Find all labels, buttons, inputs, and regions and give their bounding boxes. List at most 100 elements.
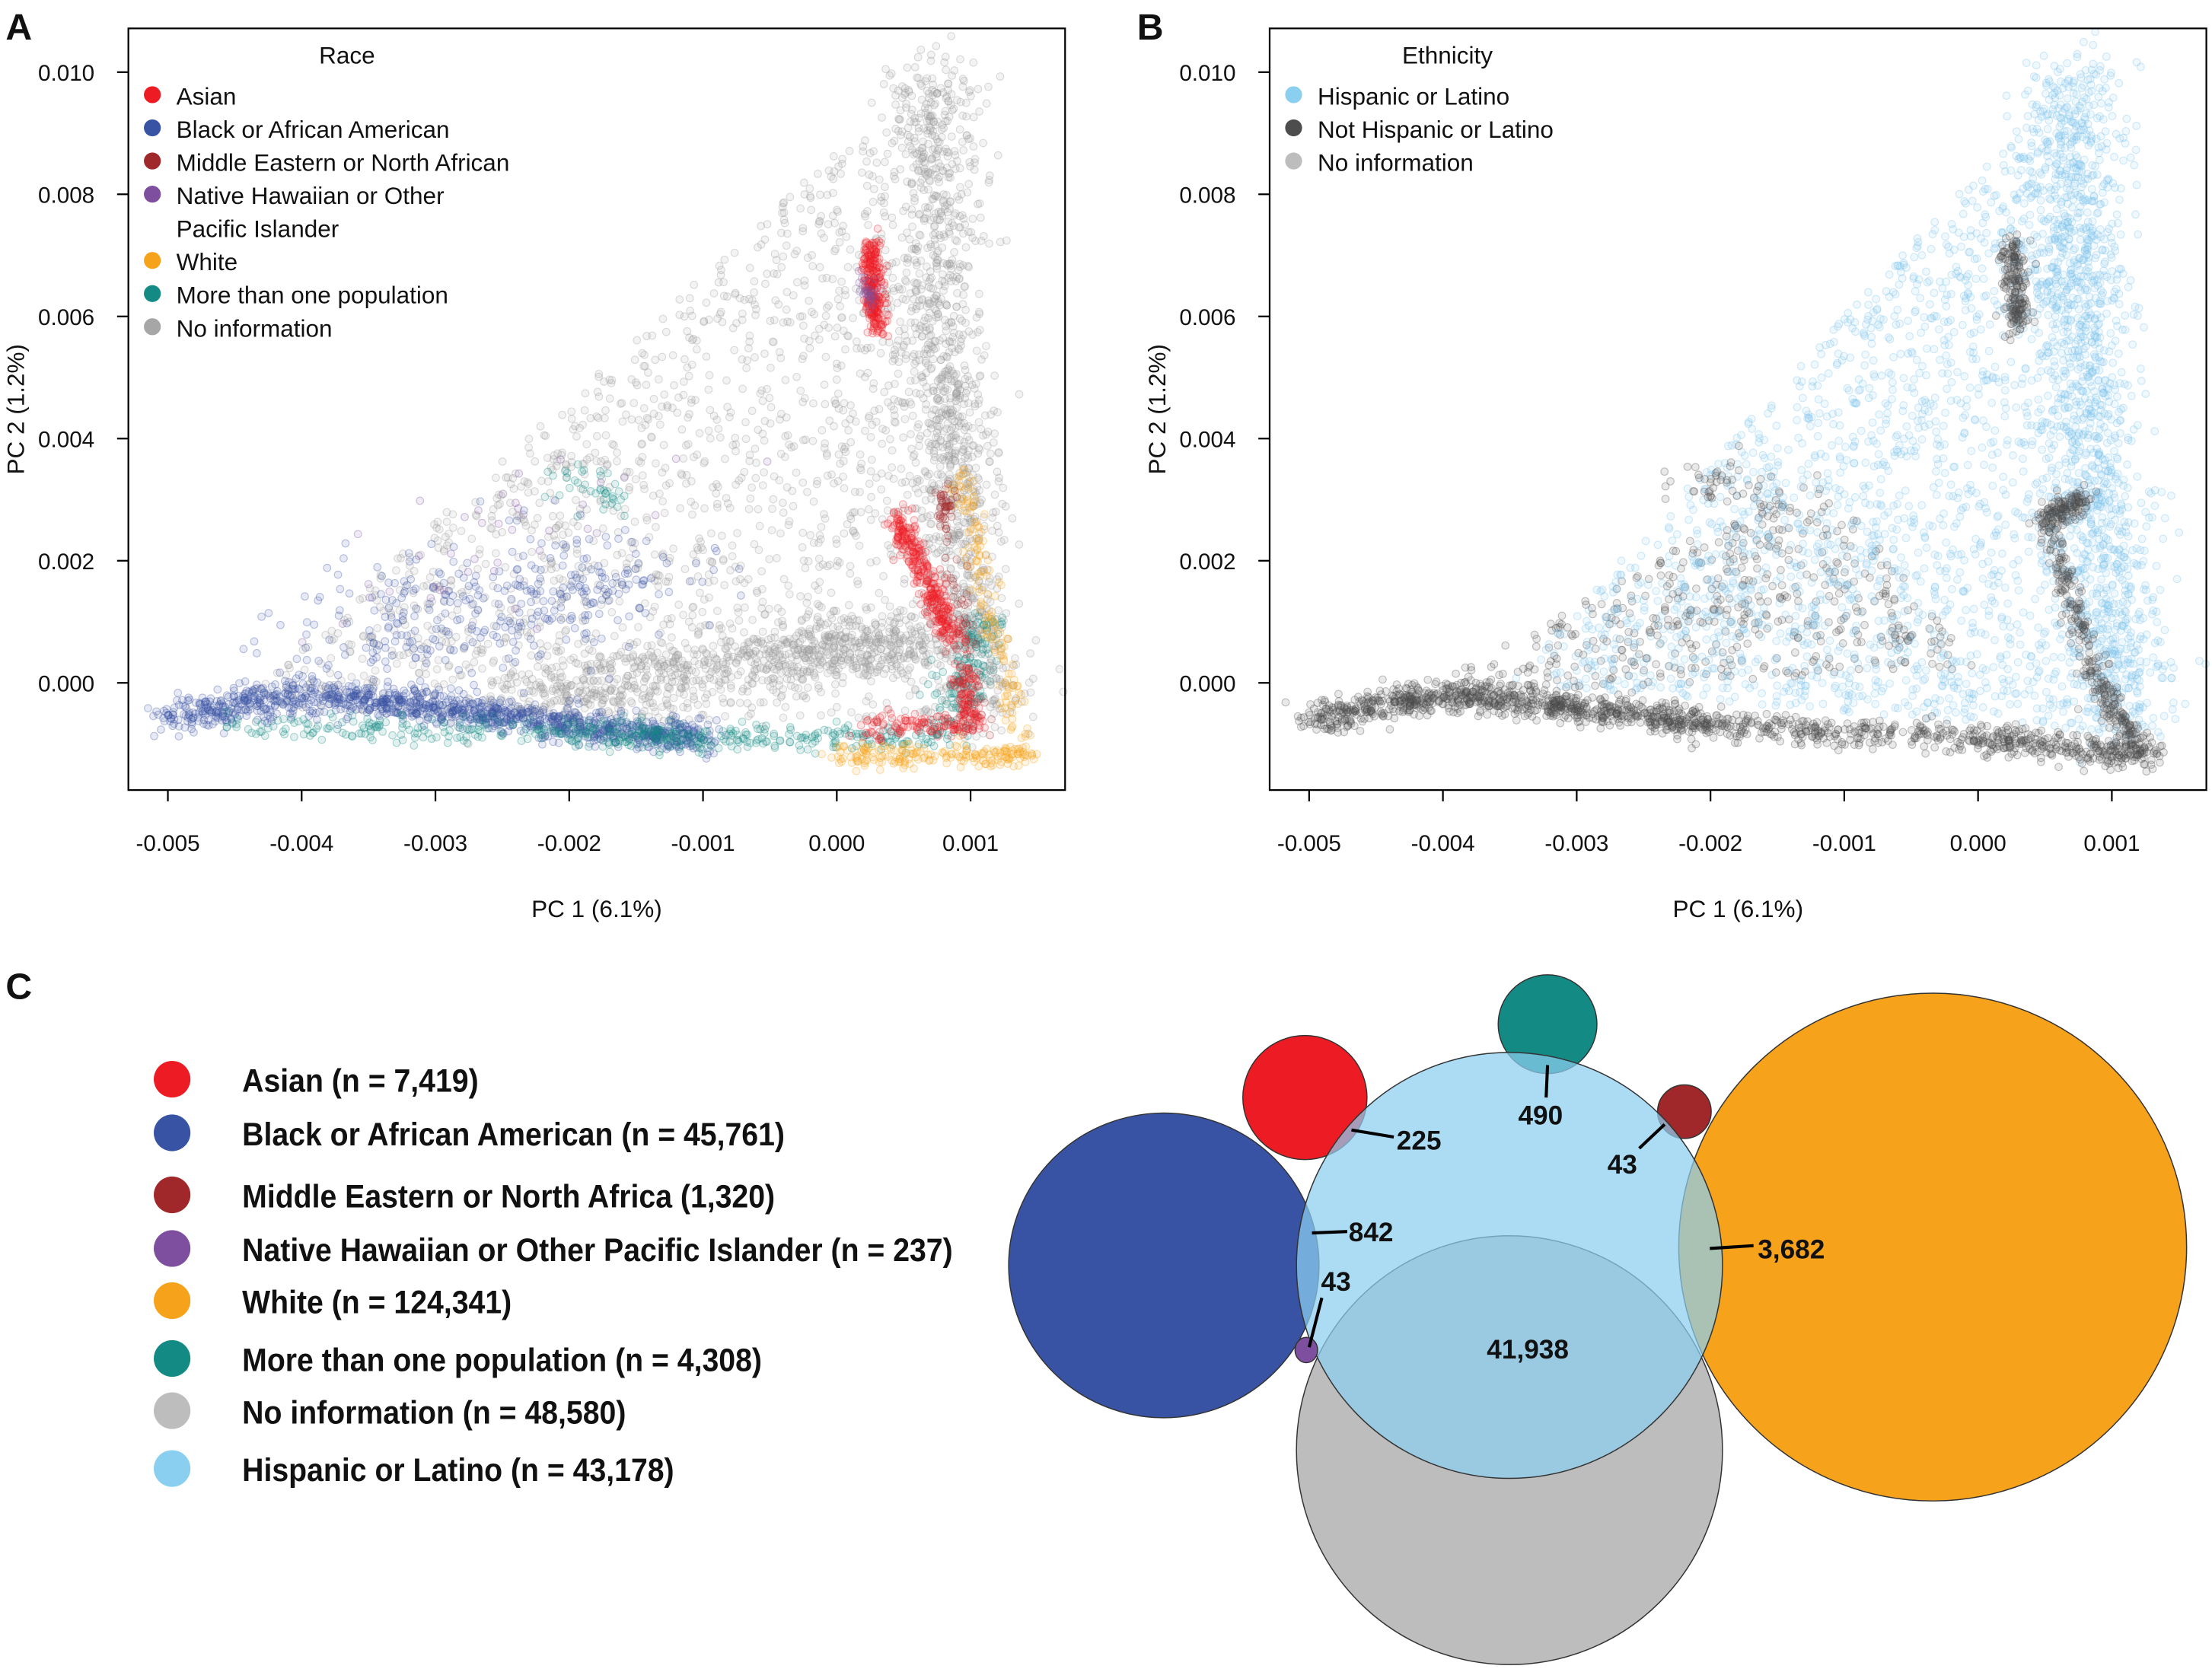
scatter-point xyxy=(900,706,910,715)
scatter-point xyxy=(965,86,974,94)
scatter-point xyxy=(875,175,884,184)
scatter-point xyxy=(988,699,997,709)
scatter-point xyxy=(758,429,767,438)
scatter-point xyxy=(965,158,974,167)
scatter-point xyxy=(661,463,670,473)
scatter-point xyxy=(882,128,891,137)
scatter-point xyxy=(767,403,776,412)
scatter-point xyxy=(718,317,727,326)
scatter-point xyxy=(634,416,643,425)
scatter-point xyxy=(333,670,343,680)
scatter-point xyxy=(230,693,239,701)
scatter-point xyxy=(910,256,920,265)
scatter-point xyxy=(827,658,836,667)
scatter-point xyxy=(675,295,684,304)
scatter-point xyxy=(633,381,642,390)
scatter-point xyxy=(659,441,668,450)
scatter-point xyxy=(988,514,996,522)
scatter-point xyxy=(915,435,923,444)
scatter-point xyxy=(779,623,787,632)
scatter-point xyxy=(932,549,941,558)
scatter-point xyxy=(649,491,658,500)
scatter-point xyxy=(888,446,897,455)
scatter-point xyxy=(580,406,589,415)
scatter-point xyxy=(929,222,939,231)
scatter-point xyxy=(906,398,914,406)
scatter-point xyxy=(908,336,917,346)
scatter-point xyxy=(961,243,971,252)
scatter-point xyxy=(923,512,932,521)
scatter-point xyxy=(850,508,859,517)
scatter-point xyxy=(841,442,849,451)
scatter-point xyxy=(722,653,731,662)
scatter-point xyxy=(555,637,563,646)
scatter-point xyxy=(431,689,439,698)
scatter-point xyxy=(893,298,902,307)
scatter-point xyxy=(327,654,336,663)
scatter-point xyxy=(862,627,871,635)
scatter-point xyxy=(911,655,920,664)
scatter-point xyxy=(728,552,737,561)
scatter-point xyxy=(174,732,183,741)
scatter-point xyxy=(765,604,773,613)
scatter-point xyxy=(994,477,1003,486)
scatter-point xyxy=(890,286,899,295)
scatter-point xyxy=(558,410,567,419)
scatter-point xyxy=(813,476,822,486)
scatter-point xyxy=(864,221,872,230)
scatter-point xyxy=(823,471,832,480)
scatter-point xyxy=(712,416,722,424)
scatter-point xyxy=(894,369,903,378)
scatter-point xyxy=(1026,649,1035,658)
scatter-point xyxy=(837,277,846,286)
scatter-point xyxy=(792,247,802,255)
scatter-point xyxy=(660,390,669,399)
scatter-point xyxy=(816,190,824,199)
scatter-point xyxy=(638,471,647,480)
scatter-point xyxy=(869,185,878,193)
scatter-point xyxy=(831,400,840,409)
scatter-point xyxy=(856,344,865,353)
scatter-point xyxy=(767,363,775,372)
scatter-point xyxy=(720,581,729,590)
scatter-point xyxy=(529,641,538,650)
scatter-point xyxy=(809,497,818,506)
scatter-point xyxy=(955,385,964,394)
scatter-point xyxy=(630,518,639,526)
scatter-point xyxy=(802,598,811,607)
scatter-point xyxy=(932,617,941,626)
scatter-point xyxy=(841,345,849,354)
scatter-point xyxy=(833,389,843,398)
scatter-point xyxy=(856,450,865,459)
scatter-point xyxy=(400,686,408,695)
scatter-point xyxy=(951,448,960,457)
scatter-point xyxy=(881,158,889,167)
scatter-point xyxy=(903,177,912,186)
scatter-point xyxy=(924,169,933,177)
scatter-point xyxy=(960,282,969,291)
scatter-point xyxy=(552,600,560,610)
scatter-point xyxy=(757,604,766,613)
scatter-point xyxy=(617,700,626,709)
scatter-point xyxy=(461,705,470,714)
scatter-point xyxy=(413,707,422,716)
scatter-point xyxy=(150,731,158,741)
scatter-point xyxy=(815,335,824,344)
scatter-point xyxy=(790,250,799,259)
scatter-point xyxy=(201,711,210,720)
scatter-point xyxy=(808,646,818,655)
scatter-point xyxy=(679,610,687,620)
scatter-point xyxy=(706,556,715,565)
scatter-point xyxy=(642,381,651,390)
scatter-point xyxy=(913,149,922,158)
scatter-point xyxy=(716,310,725,319)
scatter-point xyxy=(761,279,770,288)
scatter-point xyxy=(782,639,791,648)
scatter-point xyxy=(955,263,964,272)
scatter-point xyxy=(768,337,777,346)
scatter-point xyxy=(648,331,657,340)
scatter-point xyxy=(751,353,759,362)
scatter-point xyxy=(794,684,803,693)
scatter-point xyxy=(785,590,794,599)
scatter-point xyxy=(836,302,845,311)
